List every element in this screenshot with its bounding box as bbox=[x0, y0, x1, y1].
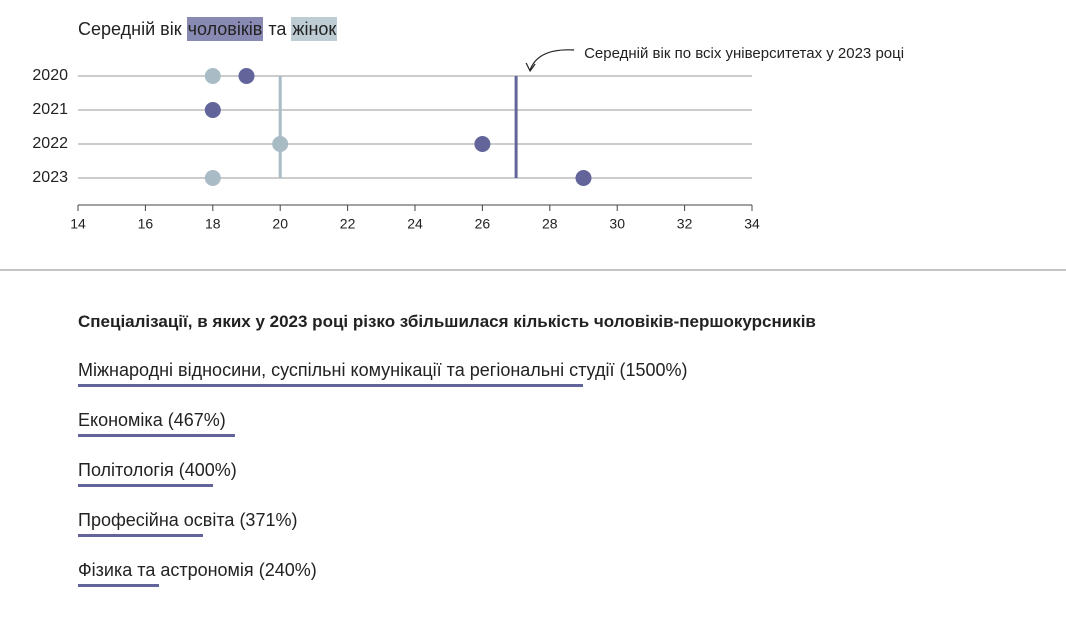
bar bbox=[78, 534, 203, 537]
bar-item: Фізика та астрономія (240%) bbox=[78, 560, 816, 610]
legend-men: чоловіків bbox=[186, 17, 264, 41]
y-tick-label: 2023 bbox=[32, 169, 68, 186]
x-tick-label: 20 bbox=[272, 216, 288, 232]
x-tick-label: 16 bbox=[138, 216, 154, 232]
dot bbox=[238, 68, 255, 84]
x-tick-label: 22 bbox=[340, 216, 356, 232]
chart-title: Середній вік чоловіків та жінок bbox=[78, 17, 338, 41]
bar-list: Спеціалізації, в яких у 2023 році різко … bbox=[78, 312, 816, 610]
bar-item: Міжнародні відносини, суспільні комуніка… bbox=[78, 360, 816, 410]
x-tick-label: 26 bbox=[475, 216, 491, 232]
bar-item: Економіка (467%) bbox=[78, 410, 816, 460]
dot bbox=[272, 136, 289, 152]
value-label: (1500%) bbox=[619, 360, 688, 380]
value-label: (240%) bbox=[258, 560, 317, 580]
legend-women: жінок bbox=[291, 17, 338, 41]
bar-label: Професійна освіта bbox=[78, 510, 235, 530]
x-tick-label: 28 bbox=[542, 216, 558, 232]
dot bbox=[204, 68, 221, 84]
title-text: Середній вік bbox=[78, 19, 182, 39]
value-label: (371%) bbox=[239, 510, 298, 530]
bar-label: Політологія bbox=[78, 460, 174, 480]
bar-label: Міжнародні відносини, суспільні комуніка… bbox=[78, 360, 615, 380]
bar bbox=[78, 584, 159, 587]
bar-item: Професійна освіта (371%) bbox=[78, 510, 816, 560]
y-tick-label: 2021 bbox=[32, 101, 68, 118]
annotation-arrowhead bbox=[525, 62, 536, 73]
x-tick-label: 30 bbox=[609, 216, 625, 232]
title-text: та bbox=[268, 19, 287, 39]
x-tick-label: 14 bbox=[70, 216, 86, 232]
x-tick-label: 24 bbox=[407, 216, 423, 232]
x-tick-label: 18 bbox=[205, 216, 221, 232]
bar bbox=[78, 434, 236, 437]
annotation-arrow bbox=[529, 49, 575, 71]
bar-label: Фізика та астрономія bbox=[78, 560, 254, 580]
dot bbox=[204, 102, 221, 118]
value-label: (400%) bbox=[178, 460, 237, 480]
y-tick-label: 2022 bbox=[32, 135, 68, 152]
bar bbox=[78, 484, 213, 487]
bar bbox=[78, 384, 583, 387]
bar-item: Політологія (400%) bbox=[78, 460, 816, 510]
x-tick-label: 34 bbox=[744, 216, 760, 232]
annotation: Середній вік по всіх університетах у 202… bbox=[584, 45, 904, 62]
bar-label: Економіка bbox=[78, 410, 163, 430]
list-title: Спеціалізації, в яких у 2023 році різко … bbox=[78, 312, 816, 331]
x-tick-label: 32 bbox=[677, 216, 693, 232]
value-label: (467%) bbox=[167, 410, 226, 430]
dot bbox=[204, 170, 221, 186]
y-tick-label: 2020 bbox=[32, 67, 68, 84]
dot bbox=[474, 136, 491, 152]
dot bbox=[575, 170, 592, 186]
